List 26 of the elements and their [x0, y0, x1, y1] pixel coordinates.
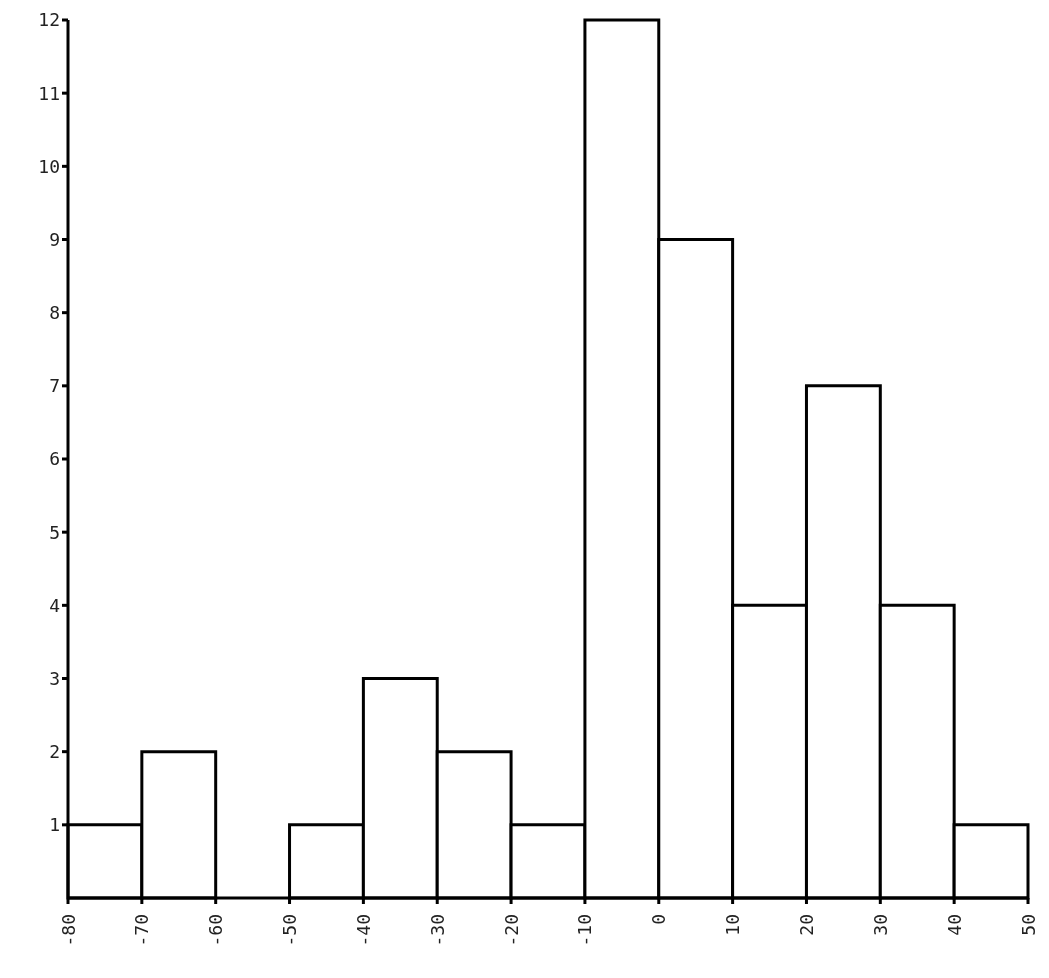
- y-tick-label: 9: [49, 228, 60, 250]
- x-tick-label: -10: [574, 914, 596, 947]
- y-tick-label: 6: [49, 448, 60, 470]
- y-tick-label: 12: [38, 9, 60, 31]
- y-tick-label: 2: [49, 741, 60, 763]
- x-tick-label: 0: [648, 914, 670, 925]
- x-tick-label: 30: [869, 914, 891, 936]
- y-tick-label: 5: [49, 521, 60, 543]
- x-tick-label: -60: [205, 914, 227, 947]
- x-tick-label: -50: [279, 914, 301, 947]
- y-tick-label: 11: [38, 82, 60, 104]
- y-tick-label: 4: [49, 594, 60, 616]
- x-tick-label: 50: [1017, 914, 1039, 936]
- x-tick-label: 40: [943, 914, 965, 936]
- y-tick-label: 3: [49, 667, 60, 689]
- x-tick-label: 10: [722, 914, 744, 936]
- x-tick-label: -80: [57, 914, 79, 947]
- y-tick-label: 8: [49, 302, 60, 324]
- y-tick-label: 10: [38, 155, 60, 177]
- y-tick-label: 7: [49, 375, 60, 397]
- x-tick-label: -40: [352, 914, 374, 947]
- x-tick-label: 20: [795, 914, 817, 936]
- x-tick-label: -70: [131, 914, 153, 947]
- y-tick-label: 1: [49, 814, 60, 836]
- x-tick-label: -30: [426, 914, 448, 947]
- x-tick-label: -20: [500, 914, 522, 947]
